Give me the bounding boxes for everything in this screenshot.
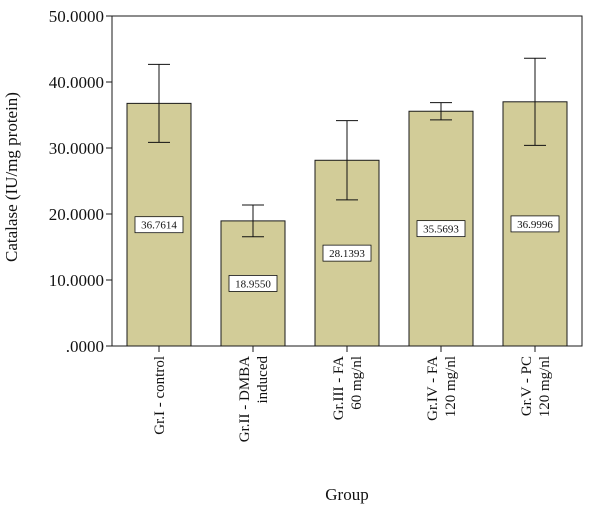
y-axis-title: Catalase (IU/mg protein) xyxy=(2,92,21,262)
x-tick-label-2-line-1: Gr.II - DMBA xyxy=(237,356,253,442)
x-tick-label-1-line-1: Gr.I - control xyxy=(152,356,168,435)
x-ticks-group: Gr.I - control Gr.II - DMBA induced Gr.III … xyxy=(152,346,553,442)
y-tick-label-5: 40.0000 xyxy=(49,73,104,92)
y-tick-label-4: 30.0000 xyxy=(49,139,104,158)
x-tick-label-3-line-2: 60 mg/nl xyxy=(349,356,365,410)
data-label-box-3 xyxy=(322,244,372,262)
y-tick-label-2: 10.0000 xyxy=(49,271,104,290)
data-labels-group: 36.7614 18.9550 28.1393 35.5693 36.9996 xyxy=(134,215,560,292)
x-axis-title: Group xyxy=(325,485,368,504)
data-label-3: 28.1393 xyxy=(329,248,365,260)
y-tick-label-3: 20.0000 xyxy=(49,205,104,224)
x-tick-label-2-line-2: induced xyxy=(255,356,271,404)
data-label-box-5 xyxy=(510,215,560,233)
data-label-box-1 xyxy=(134,216,184,234)
y-tick-label-1: .0000 xyxy=(66,337,104,356)
x-tick-label-5-line-1: Gr.V - PC xyxy=(519,356,535,416)
data-label-box-4 xyxy=(416,220,466,238)
x-tick-label-3-line-1: Gr.III - FA xyxy=(331,356,347,420)
y-ticks-group: .0000 10.0000 20.0000 30.0000 40.0000 50.0000 xyxy=(49,7,112,356)
data-label-2: 18.9550 xyxy=(235,278,271,290)
x-tick-label-4-line-1: Gr.IV - FA xyxy=(425,356,441,421)
x-tick-label-5-line-2: 120 mg/nl xyxy=(537,356,553,417)
data-label-4: 35.5693 xyxy=(423,224,459,236)
y-tick-label-6: 50.0000 xyxy=(49,7,104,26)
data-label-box-2 xyxy=(228,275,278,292)
error-bars-group xyxy=(148,57,546,238)
data-label-5: 36.9996 xyxy=(517,219,553,231)
x-tick-label-4-line-2: 120 mg/nl xyxy=(443,356,459,417)
data-label-1: 36.7614 xyxy=(141,220,177,232)
